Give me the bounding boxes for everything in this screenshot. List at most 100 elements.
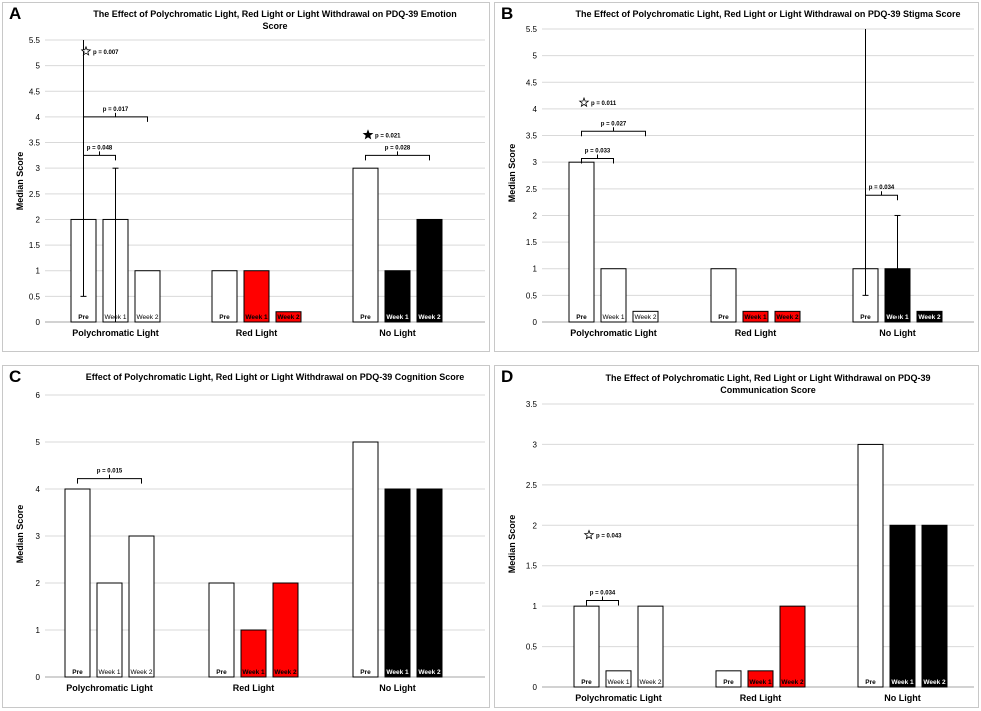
- y-tick-label: 0: [36, 318, 41, 327]
- y-tick-label: 3: [36, 532, 41, 541]
- bar: [416, 218, 443, 323]
- bar-label: Pre: [723, 679, 734, 686]
- bar-label: Week 2: [277, 314, 300, 321]
- bar-label: Week 2: [923, 679, 946, 686]
- bar: [921, 524, 948, 688]
- bar-label: Pre: [865, 679, 876, 686]
- y-axis-label: Median Score: [507, 515, 517, 574]
- bar-label: Week 1: [386, 669, 409, 676]
- star-filled-icon: [362, 129, 374, 140]
- chart-title-line: The Effect of Polychromatic Light, Red L…: [606, 373, 931, 383]
- y-tick-label: 2: [36, 579, 41, 588]
- x-category-label: Polychromatic Light: [72, 328, 159, 338]
- bar-label: Week 1: [245, 314, 268, 321]
- significance-bracket: [581, 154, 614, 164]
- p-value-label: p = 0.034: [590, 590, 616, 596]
- panel-b: B The Effect of Polychromatic Light, Red…: [494, 2, 979, 352]
- bar: [211, 270, 238, 323]
- bar-label: Week 2: [131, 669, 153, 676]
- bar-label: Week 1: [749, 679, 772, 686]
- star-outline-icon: [583, 529, 595, 540]
- bar: [600, 268, 627, 323]
- significance-bracket: [83, 112, 148, 122]
- bar: [96, 582, 123, 678]
- panel-c: C Effect of Polychromatic Light, Red Lig…: [2, 365, 490, 708]
- y-axis-label: Median Score: [507, 144, 517, 203]
- bar-label: Pre: [78, 314, 89, 321]
- bar: [857, 443, 884, 688]
- p-value-label: p = 0.028: [385, 145, 411, 151]
- chart-title-line: Effect of Polychromatic Light, Red Light…: [86, 372, 464, 382]
- x-category-label: Red Light: [740, 693, 782, 703]
- y-tick-label: 5: [36, 62, 41, 71]
- p-value-label: p = 0.027: [601, 121, 627, 127]
- stigma-score-chart: The Effect of Polychromatic Light, Red L…: [507, 9, 974, 338]
- bar-label: Week 1: [744, 314, 767, 321]
- y-tick-label: 3.5: [29, 139, 41, 148]
- chart-title-line: The Effect of Polychromatic Light, Red L…: [93, 9, 456, 19]
- y-tick-label: 0.5: [526, 643, 538, 652]
- x-category-label: Polychromatic Light: [570, 328, 657, 338]
- x-category-label: Red Light: [735, 328, 777, 338]
- y-tick-label: 4: [36, 113, 41, 122]
- bar: [605, 670, 632, 688]
- x-category-label: No Light: [879, 328, 916, 338]
- bar-label: Week 1: [608, 679, 630, 686]
- bar: [742, 310, 769, 323]
- bar-label: Pre: [360, 669, 371, 676]
- y-tick-label: 4.5: [29, 87, 41, 96]
- bar: [352, 167, 379, 323]
- bar: [275, 311, 302, 323]
- bar: [632, 310, 659, 323]
- bar: [916, 310, 943, 323]
- y-tick-label: 2.5: [29, 190, 41, 199]
- y-tick-label: 2.5: [526, 481, 538, 490]
- bar-label: Week 2: [918, 314, 941, 321]
- y-tick-label: 1.5: [526, 238, 538, 247]
- y-tick-label: 0: [533, 318, 538, 327]
- bar: [774, 310, 801, 323]
- x-category-label: No Light: [884, 693, 921, 703]
- y-tick-label: 1: [36, 626, 41, 635]
- bar-label: Week 1: [603, 314, 625, 321]
- bar: [208, 582, 235, 678]
- y-axis-label: Median Score: [15, 505, 25, 564]
- x-category-label: Red Light: [236, 328, 278, 338]
- bar-label: Pre: [581, 679, 592, 686]
- chart-title-line: Communication Score: [720, 385, 816, 395]
- y-tick-label: 6: [36, 391, 41, 400]
- bar-label: Week 2: [635, 314, 657, 321]
- bar-label: Pre: [860, 314, 871, 321]
- bar: [710, 268, 737, 323]
- bar-label: Week 2: [781, 679, 804, 686]
- bar-label: Pre: [718, 314, 729, 321]
- significance-bracket: [581, 127, 646, 137]
- star-outline-icon: [80, 45, 92, 56]
- bar-label: Pre: [576, 314, 587, 321]
- bar-label: Week 2: [776, 314, 799, 321]
- chart-title-line: Score: [262, 21, 287, 31]
- y-tick-label: 1: [36, 267, 41, 276]
- y-tick-label: 1.5: [526, 562, 538, 571]
- bar-label: Week 2: [418, 669, 441, 676]
- y-tick-label: 5.5: [526, 25, 538, 34]
- panel-letter-d: D: [501, 367, 514, 386]
- y-tick-label: 1: [533, 602, 538, 611]
- bar: [134, 270, 161, 323]
- panel-a: A The Effect of Polychromatic Light, Red…: [2, 2, 490, 352]
- y-tick-label: 0.5: [29, 292, 41, 301]
- significance-bracket: [365, 151, 430, 161]
- p-value-label: p = 0.015: [97, 469, 123, 475]
- y-tick-label: 0: [533, 683, 538, 692]
- bar: [715, 670, 742, 688]
- y-tick-label: 2: [533, 521, 538, 530]
- significance-bracket: [865, 191, 898, 201]
- star-outline-icon: [578, 96, 590, 108]
- p-value-label: p = 0.048: [87, 145, 113, 151]
- bar-label: Week 2: [137, 314, 159, 321]
- p-value-label: p = 0.033: [585, 148, 611, 154]
- bar: [637, 605, 664, 688]
- star-p-value-label: p = 0.007: [93, 50, 119, 56]
- x-category-label: Red Light: [233, 683, 275, 693]
- y-tick-label: 4: [36, 485, 41, 494]
